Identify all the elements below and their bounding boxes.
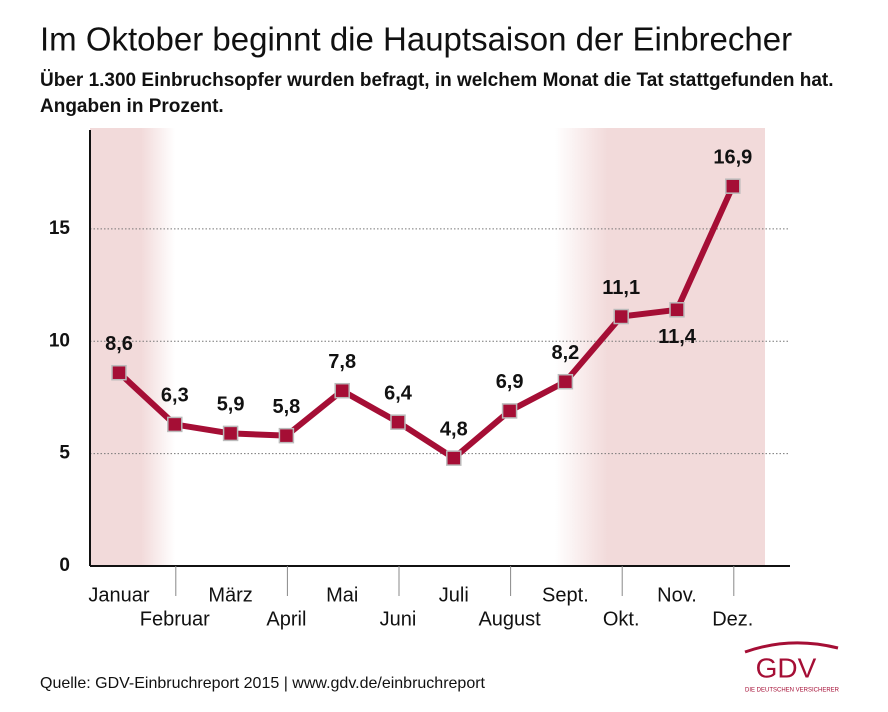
data-label: 7,8 xyxy=(328,351,356,373)
data-point xyxy=(167,416,183,433)
source: Quelle: GDV-Einbruchreport 2015 | www.gd… xyxy=(40,675,486,692)
y-tick-label: 10 xyxy=(49,330,70,351)
data-label: 6,9 xyxy=(496,371,524,393)
data-point xyxy=(669,302,685,318)
data-label: 6,4 xyxy=(384,382,413,404)
data-label: 8,2 xyxy=(551,342,579,364)
x-tick-label: Juli xyxy=(439,584,469,606)
x-tick-label: Nov. xyxy=(657,584,697,606)
y-tick-label: 0 xyxy=(59,555,70,576)
data-point xyxy=(613,308,629,325)
season-shade xyxy=(90,128,175,566)
x-tick-label: August xyxy=(478,608,541,630)
y-tick-label: 5 xyxy=(59,443,70,464)
x-tick-label: Dez. xyxy=(712,608,753,630)
data-point xyxy=(501,403,518,419)
data-point xyxy=(222,425,239,442)
subtitle: Angaben in Prozent. xyxy=(40,96,224,117)
logo: GDV xyxy=(756,652,817,683)
data-point xyxy=(278,427,295,444)
x-tick-label: Januar xyxy=(88,584,149,606)
season-shade xyxy=(555,128,765,566)
data-point xyxy=(446,450,462,466)
x-tick-label: Sept. xyxy=(542,584,589,606)
data-point xyxy=(334,382,350,399)
data-point xyxy=(390,414,406,430)
logo-arc xyxy=(744,641,839,654)
data-label: 11,1 xyxy=(602,277,640,299)
x-tick-label: Juni xyxy=(380,608,417,630)
chart-title: Im Oktober beginnt die Hauptsaison der E… xyxy=(40,21,792,58)
data-label: 6,3 xyxy=(161,385,189,407)
data-point xyxy=(111,364,127,381)
logo-tagline: DIE DEUTSCHEN VERSICHERER xyxy=(745,688,840,694)
x-tick-label: Okt. xyxy=(603,608,640,630)
y-tick-label: 15 xyxy=(49,218,71,239)
x-tick-label: Februar xyxy=(140,608,210,630)
data-line xyxy=(116,184,736,462)
x-tick-label: März xyxy=(208,584,252,606)
data-label: 4,8 xyxy=(440,418,468,440)
x-tick-label: Mai xyxy=(326,584,358,606)
data-point xyxy=(557,373,574,390)
data-label: 8,6 xyxy=(105,333,133,355)
subtitle: Über 1.300 Einbruchsopfer wurden befragt… xyxy=(40,70,834,91)
data-point xyxy=(725,178,741,194)
x-tick-label: April xyxy=(266,608,306,630)
data-label: 5,9 xyxy=(217,394,245,416)
data-label: 5,8 xyxy=(272,396,300,418)
data-label: 11,4 xyxy=(658,326,697,348)
data-label: 16,9 xyxy=(713,146,752,168)
